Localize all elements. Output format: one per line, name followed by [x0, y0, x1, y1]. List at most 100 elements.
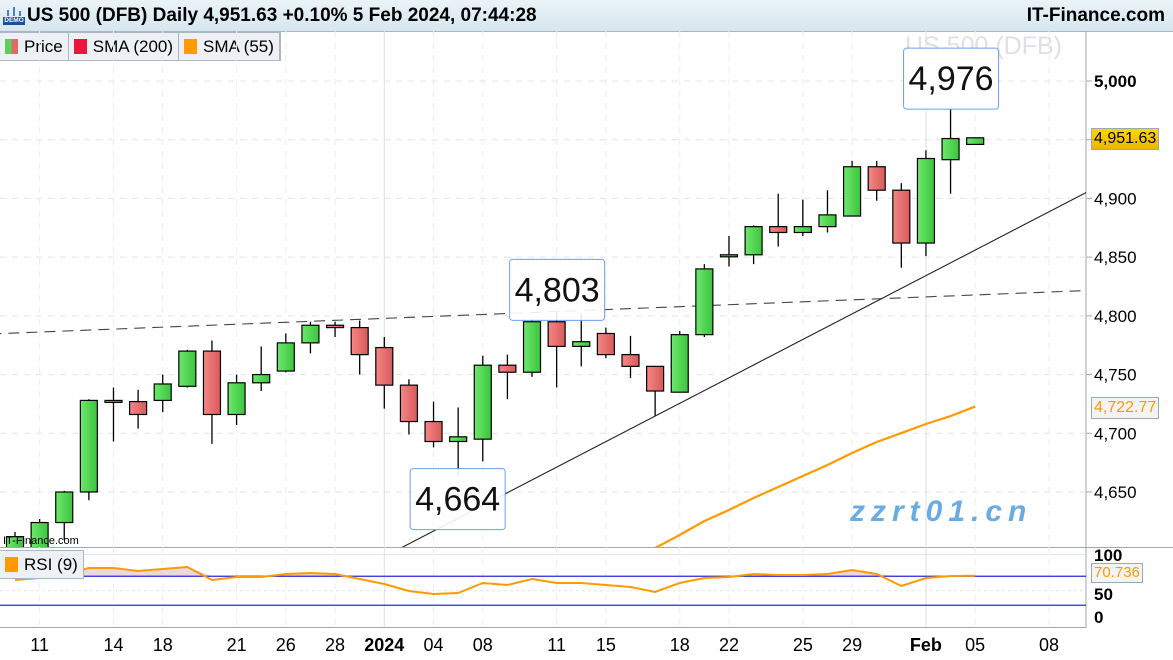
- legend-label: SMA (55): [203, 36, 274, 56]
- candle-body: [79, 399, 98, 493]
- candle-body: [449, 436, 468, 443]
- x-tick-label: 29: [842, 635, 862, 655]
- rsi-swatch-icon: [5, 557, 18, 572]
- x-tick-label: Feb: [910, 635, 942, 655]
- x-tick-label: 2024: [364, 635, 404, 655]
- candle-body: [153, 383, 172, 402]
- candle-body: [596, 332, 615, 356]
- candle-body: [621, 354, 640, 367]
- candles-glyph-icon: [7, 7, 21, 16]
- rsi-value-tag: 70.736: [1091, 563, 1143, 583]
- candle-body: [30, 521, 49, 547]
- y-tick-label: 4,800: [1094, 307, 1137, 326]
- annotation-label: 4,976: [909, 60, 994, 98]
- candle-body: [941, 137, 960, 161]
- candle-body: [5, 536, 25, 547]
- y-tick-label: 4,850: [1094, 248, 1137, 267]
- sma200-swatch-icon: [73, 39, 87, 54]
- chart-title: US 500 (DFB) Daily 4,951.63 +0.10% 5 Feb…: [27, 5, 537, 26]
- candle-body: [350, 327, 369, 356]
- x-tick-label: 21: [227, 635, 247, 655]
- sma55-swatch-icon: [184, 39, 198, 54]
- legend-item-sma55[interactable]: SMA (55): [179, 33, 280, 60]
- rsi-plot: [0, 554, 1086, 606]
- corner-watermark: zzrt01.cn: [850, 495, 1033, 528]
- legend-label: SMA (200): [92, 36, 174, 56]
- candle-body: [227, 382, 246, 416]
- annotation-box: [509, 258, 606, 321]
- candle-body: [793, 226, 812, 234]
- x-tick-label: 18: [153, 635, 173, 655]
- candle-body: [301, 324, 320, 344]
- candle-body: [399, 384, 419, 423]
- candle-body: [498, 364, 517, 373]
- brand-label: IT-Finance.com: [1026, 5, 1165, 26]
- x-tick-label: 14: [103, 635, 123, 655]
- candle-body: [202, 350, 222, 416]
- legend-item-sma200[interactable]: SMA (200): [69, 33, 180, 60]
- candle-body: [424, 420, 443, 443]
- sma55-line: [654, 405, 976, 547]
- legend: Price SMA (200) SMA (55): [0, 32, 281, 61]
- rsi-tick-label: 50: [1094, 585, 1113, 604]
- rsi-tick-label: 100: [1094, 546, 1122, 565]
- demo-badge: DEMO: [3, 17, 25, 25]
- x-tick-label: 04: [424, 635, 444, 655]
- rsi-tick-label: 0: [1094, 608, 1103, 627]
- sma55-price-tag: 4,722.77: [1091, 397, 1160, 419]
- candle-body: [670, 334, 689, 393]
- demo-chart-icon: DEMO: [3, 7, 25, 25]
- candle-body: [129, 400, 148, 416]
- x-tick-label: 26: [276, 635, 296, 655]
- x-tick-label: 22: [719, 635, 739, 655]
- price-plot: 4,976 4,803 4,664: [0, 47, 1086, 547]
- rsi-legend-label: RSI (9): [24, 554, 78, 574]
- legend-item-price[interactable]: Price: [0, 33, 69, 60]
- candle-body: [55, 491, 74, 524]
- candle-body: [252, 373, 271, 384]
- candle-body: [916, 157, 936, 244]
- title-bar: DEMO US 500 (DFB) Daily 4,951.63 +0.10% …: [0, 0, 1173, 32]
- rsi-legend[interactable]: RSI (9): [0, 550, 84, 579]
- candle-body: [375, 346, 394, 386]
- candle-body: [966, 137, 985, 146]
- x-tick-label: 11: [30, 635, 49, 655]
- x-tick-label: 08: [473, 635, 493, 655]
- x-tick-label: 11: [547, 635, 566, 655]
- candle-body: [769, 226, 788, 234]
- x-tick-label: 15: [596, 635, 616, 655]
- candle-body: [276, 342, 295, 372]
- site-label: IT-Finance.com: [3, 535, 79, 547]
- x-tick-label: 08: [1039, 635, 1059, 655]
- candle-body: [178, 350, 197, 387]
- y-tick-label: 4,900: [1094, 189, 1137, 208]
- annotation-label: 4,664: [415, 481, 500, 519]
- candle-body: [842, 166, 862, 217]
- x-tick-label: 05: [965, 635, 985, 655]
- resistance-trendline: [0, 290, 1086, 335]
- candle-body: [325, 324, 345, 329]
- candle-body: [473, 364, 492, 440]
- legend-label: Price: [24, 36, 63, 56]
- y-tick-label: 5,000: [1094, 72, 1137, 91]
- rsi-line: [14, 565, 976, 596]
- candle-body: [695, 268, 714, 336]
- y-tick-label: 4,700: [1094, 424, 1137, 443]
- x-tick-label: 18: [670, 635, 690, 655]
- candle-body: [892, 189, 911, 244]
- candle-body: [522, 321, 542, 373]
- x-tick-label: 28: [325, 635, 345, 655]
- x-tick-label: 25: [793, 635, 813, 655]
- candle-body: [646, 365, 665, 392]
- annotation-box: [903, 47, 1000, 110]
- price-swatch-icon: [5, 39, 18, 54]
- y-tick-label: 4,750: [1094, 366, 1137, 385]
- candle-body: [719, 254, 739, 258]
- last-price-tag: 4,951.63: [1091, 128, 1160, 150]
- candle-body: [867, 166, 886, 191]
- candle-body: [104, 399, 123, 404]
- annotation-label: 4,803: [515, 271, 600, 309]
- candle-body: [547, 321, 566, 347]
- candle-body: [572, 341, 591, 347]
